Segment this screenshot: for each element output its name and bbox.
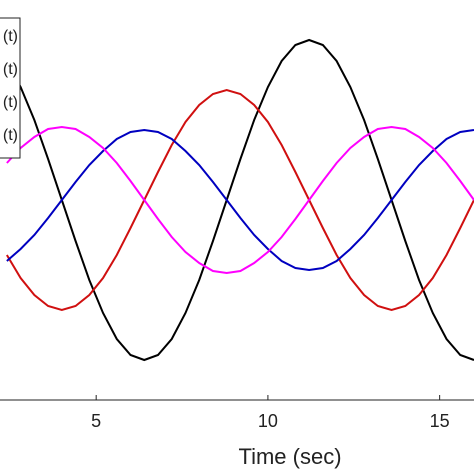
legend-box — [0, 17, 21, 159]
series-line — [6, 125, 474, 275]
x-tick-label: 5 — [91, 411, 101, 431]
legend-label: (t) — [3, 127, 18, 144]
series-line — [6, 128, 474, 272]
x-axis-label: Time (sec) — [238, 444, 341, 469]
series-line — [6, 88, 474, 312]
legend-label: (t) — [3, 61, 18, 78]
x-tick-label: 15 — [430, 411, 450, 431]
legend-label: (t) — [3, 94, 18, 111]
x-tick-label: 10 — [258, 411, 278, 431]
series-line — [5, 38, 474, 362]
legend-label: (t) — [3, 28, 18, 45]
